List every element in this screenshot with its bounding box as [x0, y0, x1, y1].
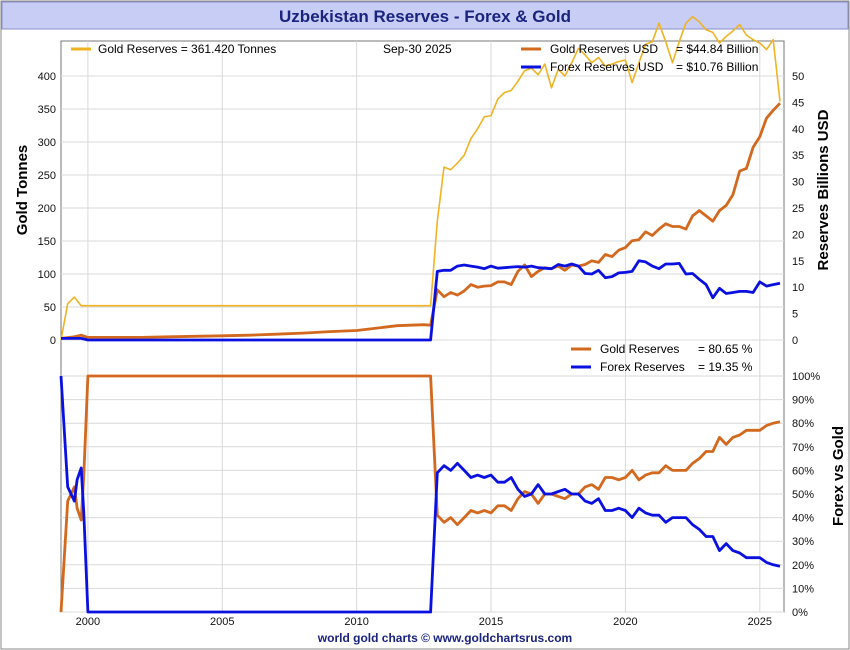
y-axis-title-forex-vs-gold: Forex vs Gold	[830, 426, 847, 526]
legend-value-forex-pct: = 19.35 %	[698, 360, 753, 374]
pct-tick-label: 70%	[792, 442, 814, 454]
right-tick-label: 20	[792, 229, 804, 241]
right-tick-label: 15	[792, 256, 804, 268]
pct-tick-label: 60%	[792, 465, 814, 477]
chart-title: Uzbekistan Reserves - Forex & Gold	[279, 7, 571, 26]
legend-value-gold-usd: = $44.84 Billion	[676, 42, 758, 56]
left-tick-label: 0	[50, 335, 56, 347]
right-tick-label: 30	[792, 177, 804, 189]
pct-tick-label: 10%	[792, 583, 814, 595]
line-forex-pct	[59, 375, 781, 614]
x-tick-label: 2015	[479, 616, 503, 628]
right-tick-label: 45	[792, 97, 804, 109]
right-tick-label: 35	[792, 150, 804, 162]
legend-label-forex-pct: Forex Reserves	[600, 360, 685, 374]
right-tick-label: 40	[792, 124, 804, 136]
x-tick-label: 2005	[210, 616, 234, 628]
line-gold-pct	[59, 374, 781, 613]
legend-label-gold-pct: Gold Reserves	[600, 342, 679, 356]
line-gold-tonnes	[60, 15, 781, 341]
x-tick-label: 2020	[613, 616, 637, 628]
bottom-plot-area	[60, 339, 785, 613]
right-tick-label: 10	[792, 282, 804, 294]
footer-credit: world gold charts © www.goldchartsrus.co…	[317, 631, 572, 645]
title-bar	[1, 1, 849, 30]
left-tick-label: 200	[38, 203, 56, 215]
series-lines	[59, 15, 782, 614]
y-axis-title-gold-tonnes: Gold Tonnes	[14, 145, 31, 236]
x-tick-label: 2010	[344, 616, 368, 628]
top-plot-area	[60, 40, 785, 341]
left-tick-label: 100	[38, 269, 56, 281]
top-legend: Gold Reserves = 361.420 Tonnes Sep-30 20…	[71, 42, 758, 74]
legend-label-forex-usd: Forex Reserves USD	[550, 60, 664, 74]
left-tick-label: 150	[38, 236, 56, 248]
legend-value-gold-pct: = 80.65 %	[698, 342, 753, 356]
x-tick-label: 2025	[748, 616, 772, 628]
left-tick-label: 50	[44, 302, 56, 314]
bottom-legend: Gold Reserves = 80.65 % Forex Reserves =…	[571, 342, 753, 374]
pct-tick-label: 100%	[792, 371, 820, 383]
axis-ticks: 2000 2005 2010 2015 2020 20250501001502002503…	[38, 71, 821, 628]
left-tick-label: 250	[38, 170, 56, 182]
pct-tick-label: 90%	[792, 395, 814, 407]
pct-tick-label: 20%	[792, 560, 814, 572]
right-tick-label: 5	[792, 309, 798, 321]
pct-tick-label: 50%	[792, 489, 814, 501]
left-tick-label: 350	[38, 104, 56, 116]
right-tick-label: 0	[792, 335, 798, 347]
pct-tick-label: 80%	[792, 418, 814, 430]
right-tick-label: 25	[792, 203, 804, 215]
pct-tick-label: 0%	[792, 607, 808, 619]
legend-label-gold-usd: Gold Reserves USD	[550, 42, 658, 56]
left-tick-label: 400	[38, 71, 56, 83]
left-tick-label: 300	[38, 137, 56, 149]
right-tick-label: 50	[792, 71, 804, 83]
pct-tick-label: 30%	[792, 536, 814, 548]
legend-value-forex-usd: = $10.76 Billion	[676, 60, 758, 74]
x-tick-label: 2000	[76, 616, 100, 628]
legend-label-gold-tonnes: Gold Reserves = 361.420 Tonnes	[98, 42, 276, 56]
line-forex-usd	[61, 259, 781, 342]
y-axis-title-reserves-usd: Reserves Billions USD	[815, 109, 832, 270]
pct-tick-label: 40%	[792, 513, 814, 525]
date-label: Sep-30 2025	[383, 42, 452, 56]
